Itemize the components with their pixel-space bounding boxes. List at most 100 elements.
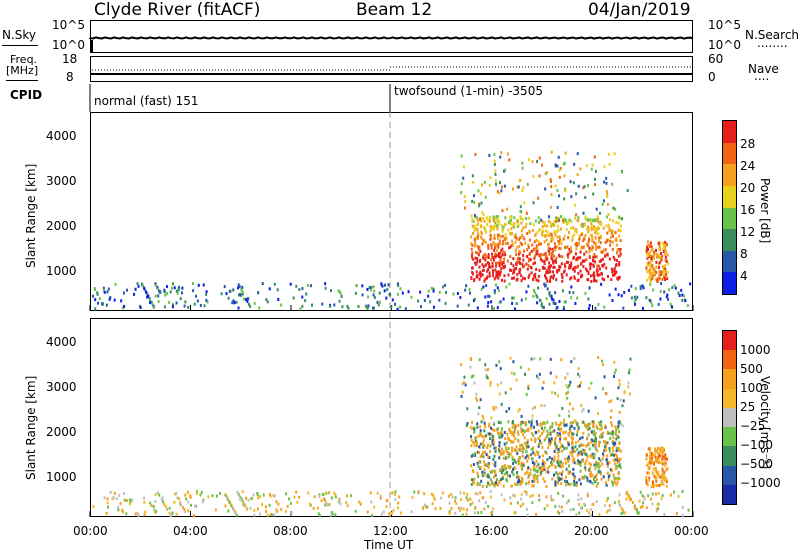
velocity-point — [525, 442, 528, 446]
power-point — [407, 290, 410, 294]
velocity-point — [500, 493, 503, 497]
power-point — [583, 259, 586, 263]
velocity-cb-tick: 500 — [740, 362, 763, 376]
velocity-point — [483, 429, 486, 433]
velocity-point — [663, 462, 666, 466]
power-point — [577, 219, 580, 223]
velocity-point — [523, 490, 526, 494]
velocity-point — [513, 459, 516, 463]
power-point — [544, 172, 547, 176]
velocity-point — [500, 430, 503, 434]
velocity-point — [242, 503, 245, 507]
velocity-point — [448, 511, 451, 515]
power-point — [574, 216, 577, 220]
velocity-point — [144, 510, 147, 514]
power-point — [550, 223, 553, 227]
velocity-point — [532, 425, 535, 429]
power-point — [594, 183, 597, 187]
velocity-point — [547, 442, 550, 446]
power-point — [568, 218, 571, 222]
power-point — [410, 295, 413, 299]
power-point — [534, 275, 537, 279]
velocity-point — [567, 470, 570, 474]
power-point — [471, 219, 474, 223]
power-point — [525, 211, 528, 215]
velocity-point — [497, 427, 500, 431]
velocity-point — [584, 474, 587, 478]
velocity-point — [557, 463, 560, 467]
power-point — [592, 227, 595, 231]
velocity-point — [588, 461, 591, 465]
velocity-point — [590, 381, 593, 385]
power-point — [573, 162, 576, 166]
velocity-point — [616, 397, 619, 401]
power-point — [475, 270, 478, 274]
velocity-point — [224, 504, 227, 508]
velocity-point — [548, 465, 551, 469]
velocity-point — [593, 429, 596, 433]
power-point — [577, 216, 580, 220]
power-point — [555, 278, 558, 282]
power-point — [600, 272, 603, 276]
velocity-point — [555, 444, 558, 448]
velocity-point — [268, 492, 271, 496]
velocity-point — [450, 493, 453, 497]
power-point — [470, 247, 473, 251]
velocity-point — [515, 445, 518, 449]
power-point — [504, 222, 507, 226]
velocity-point — [579, 482, 582, 486]
power-point — [550, 224, 553, 228]
power-point — [620, 294, 623, 298]
velocity-point — [488, 432, 491, 436]
velocity-point — [174, 492, 177, 496]
power-point — [630, 284, 633, 288]
power-point — [663, 264, 666, 268]
power-point — [520, 221, 523, 225]
velocity-point — [481, 474, 484, 478]
velocity-point — [571, 421, 574, 425]
power-point — [444, 301, 447, 305]
velocity-point — [566, 440, 569, 444]
velocity-point — [359, 502, 362, 506]
velocity-point — [654, 453, 657, 457]
velocity-point — [596, 449, 599, 453]
velocity-point — [646, 463, 649, 467]
power-point — [569, 246, 572, 250]
velocity-point — [582, 476, 585, 480]
velocity-point — [433, 497, 436, 501]
power-point — [532, 294, 535, 298]
velocity-point — [485, 434, 488, 438]
power-point — [476, 236, 479, 240]
power-point — [514, 307, 517, 311]
noise-panel — [90, 20, 693, 53]
velocity-point — [460, 506, 463, 510]
power-point — [486, 269, 489, 273]
velocity-point — [473, 381, 476, 385]
velocity-point — [312, 507, 315, 511]
velocity-point — [543, 464, 546, 468]
power-point — [519, 205, 522, 209]
velocity-point — [469, 425, 472, 429]
power-point — [549, 294, 552, 298]
velocity-point — [527, 456, 530, 460]
power-point — [593, 274, 596, 278]
velocity-point — [399, 511, 402, 515]
power-point — [549, 180, 552, 184]
velocity-point — [539, 422, 542, 426]
velocity-point — [366, 510, 369, 514]
velocity-point — [543, 507, 546, 511]
power-point — [483, 219, 486, 223]
power-point — [650, 274, 653, 278]
velocity-point — [657, 507, 660, 511]
velocity-point — [664, 453, 667, 457]
velocity-point — [564, 457, 567, 461]
velocity-point — [503, 464, 506, 468]
power-point — [490, 243, 493, 247]
velocity-point — [665, 477, 668, 481]
velocity-point — [506, 432, 509, 436]
velocity-point — [574, 441, 577, 445]
date-title: 04/Jan/2019 — [588, 0, 691, 20]
x-tick: 04:00 — [173, 524, 208, 538]
power-point — [543, 262, 546, 266]
velocity-point — [612, 441, 615, 445]
